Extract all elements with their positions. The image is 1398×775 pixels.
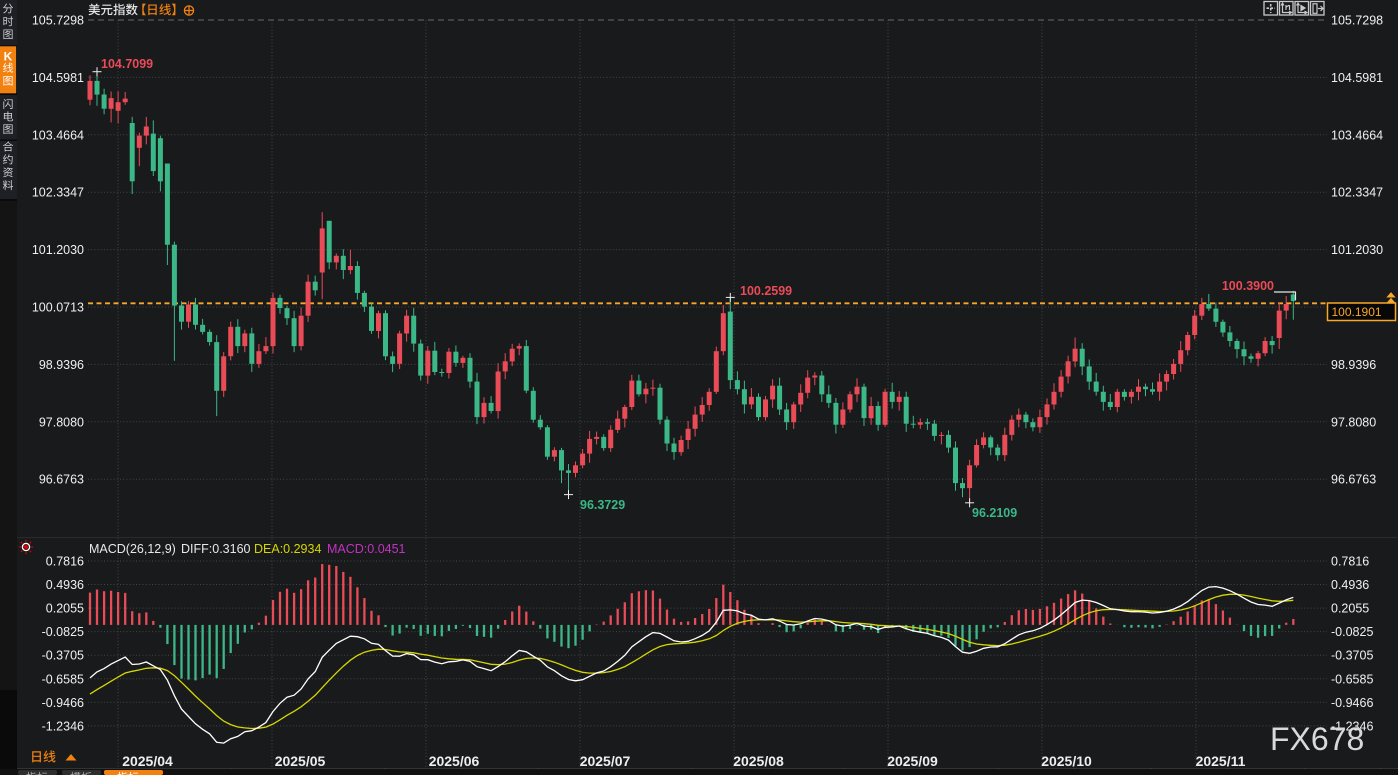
svg-text:2025/11: 2025/11 [1196, 753, 1246, 769]
svg-text:K: K [4, 50, 13, 64]
svg-text:0.7816: 0.7816 [46, 555, 84, 569]
svg-text:-1.2346: -1.2346 [42, 719, 84, 733]
svg-text:MACD(26,12,9): MACD(26,12,9) [89, 542, 176, 556]
svg-text:-0.9466: -0.9466 [42, 696, 84, 710]
svg-text:-0.3705: -0.3705 [42, 649, 84, 663]
svg-text:103.4664: 103.4664 [32, 128, 84, 142]
svg-text:DIFF:0.3160: DIFF:0.3160 [181, 542, 251, 556]
svg-text:96.2109: 96.2109 [972, 506, 1017, 520]
svg-text:100.2599: 100.2599 [740, 284, 792, 298]
svg-text:0.7816: 0.7816 [1331, 555, 1369, 569]
svg-text:102.3347: 102.3347 [1331, 186, 1383, 200]
svg-text:-0.6585: -0.6585 [1331, 672, 1373, 686]
svg-text:105.7298: 105.7298 [32, 14, 84, 28]
svg-text:98.9396: 98.9396 [39, 358, 84, 372]
svg-text:MACD:0.0451: MACD:0.0451 [327, 542, 406, 556]
svg-text:-0.3705: -0.3705 [1331, 649, 1373, 663]
svg-text:2025/04: 2025/04 [122, 753, 173, 769]
svg-text:100.3900: 100.3900 [1222, 279, 1274, 293]
svg-text:2025/09: 2025/09 [887, 753, 938, 769]
svg-text:96.6763: 96.6763 [1331, 473, 1376, 487]
svg-text:FX678: FX678 [1270, 721, 1364, 757]
svg-text:2025/08: 2025/08 [733, 753, 784, 769]
svg-text:96.3729: 96.3729 [580, 498, 625, 512]
svg-text:-0.6585: -0.6585 [42, 672, 84, 686]
svg-text:2025/07: 2025/07 [580, 753, 631, 769]
svg-text:0.2055: 0.2055 [1331, 602, 1369, 616]
svg-text:-0.0825: -0.0825 [42, 625, 84, 639]
svg-text:98.9396: 98.9396 [1331, 358, 1376, 372]
svg-text:-0.0825: -0.0825 [1331, 625, 1373, 639]
svg-text:100.0713: 100.0713 [32, 301, 84, 315]
svg-text:2025/05: 2025/05 [275, 753, 326, 769]
svg-text:101.2030: 101.2030 [1331, 243, 1383, 257]
svg-text:104.7099: 104.7099 [101, 57, 153, 71]
svg-text:104.5981: 104.5981 [32, 71, 84, 85]
svg-text:102.3347: 102.3347 [32, 186, 84, 200]
svg-text:-0.9466: -0.9466 [1331, 696, 1373, 710]
svg-text:DEA:0.2934: DEA:0.2934 [254, 542, 321, 556]
svg-text:-1.2346: -1.2346 [1331, 719, 1373, 733]
svg-text:103.4664: 103.4664 [1331, 128, 1383, 142]
svg-text:101.2030: 101.2030 [32, 243, 84, 257]
svg-text:97.8080: 97.8080 [1331, 415, 1376, 429]
svg-text:2025/10: 2025/10 [1041, 753, 1092, 769]
svg-text:0.4936: 0.4936 [46, 578, 84, 592]
svg-text:97.8080: 97.8080 [39, 415, 84, 429]
svg-text:105.7298: 105.7298 [1331, 14, 1383, 28]
svg-text:0.4936: 0.4936 [1331, 578, 1369, 592]
svg-text:100.1901: 100.1901 [1332, 305, 1382, 319]
svg-text:104.5981: 104.5981 [1331, 71, 1383, 85]
svg-text:96.6763: 96.6763 [39, 473, 84, 487]
svg-text:2025/06: 2025/06 [429, 753, 480, 769]
svg-text:0.2055: 0.2055 [46, 602, 84, 616]
